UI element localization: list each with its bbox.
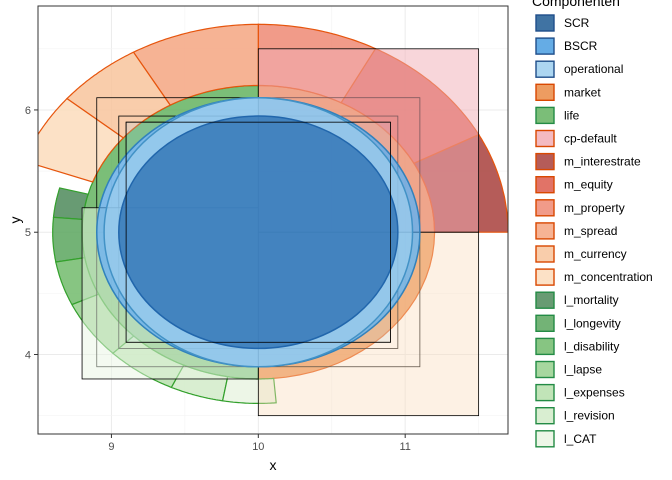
rectangle-scr-outline (125, 121, 391, 343)
chart-geoms (38, 23, 508, 417)
legend-label: cp-default (564, 132, 617, 146)
legend-label: l_CAT (564, 432, 597, 446)
legend-label: life (564, 108, 580, 122)
legend-label: m_property (564, 201, 625, 215)
y-tick-label: 4 (25, 350, 31, 362)
legend-key-SCR (535, 14, 555, 32)
y-axis-title: y (7, 217, 23, 224)
legend-key-l_disability (535, 337, 555, 356)
legend-key-cp-default (535, 129, 555, 148)
legend-key-BSCR (535, 37, 555, 55)
legend-label: l_revision (564, 409, 615, 423)
legend-label: l_longevity (564, 316, 621, 330)
legend-label: m_currency (564, 247, 627, 261)
legend-key-m_equity (535, 175, 555, 194)
legend-label: l_mortality (564, 293, 619, 307)
plot-panel-border (37, 5, 509, 435)
y-tick-label: 6 (25, 105, 31, 117)
sector-l_longevity (52, 216, 86, 263)
legend-key-life (535, 106, 555, 125)
legend-label: SCR (564, 16, 590, 30)
legend-key-operational (535, 60, 555, 78)
legend-label: l_disability (564, 339, 619, 353)
legend-key-l_mortality (535, 291, 555, 309)
legend-key-m_concentration (535, 268, 555, 286)
legend-label: m_spread (564, 224, 617, 238)
legend-label: m_concentration (564, 270, 653, 284)
legend-label: BSCR (564, 39, 598, 53)
x-tick-label: 9 (108, 441, 114, 453)
sector-m_concentration (38, 97, 125, 183)
legend: Componenten SCR BSCR operational market life… (532, 0, 653, 448)
legend-key-m_interestrate (535, 152, 555, 171)
legend-key-l_longevity (535, 314, 555, 332)
legend-key-l_CAT (535, 430, 555, 448)
legend-label: operational (564, 62, 623, 76)
x-tick-label: 11 (399, 441, 410, 453)
legend-key-m_spread (535, 222, 555, 240)
legend-key-m_property (535, 199, 555, 217)
legend-label: l_expenses (564, 386, 625, 400)
x-axis: 9 10 11 (108, 434, 411, 453)
y-tick-label: 5 (25, 227, 31, 239)
legend-key-m_currency (535, 245, 555, 263)
x-axis-title: x (270, 457, 277, 473)
legend-label: market (564, 85, 601, 99)
ellipse-SCR (118, 115, 399, 350)
legend-key-l_expenses (535, 383, 555, 402)
y-axis: 4 5 6 (25, 105, 38, 362)
legend-key-l_lapse (535, 360, 555, 379)
legend-key-market (535, 83, 555, 102)
legend-title: Componenten (532, 0, 620, 9)
legend-key-l_revision (535, 407, 555, 425)
x-tick-label: 10 (252, 441, 264, 453)
legend-label: m_interestrate (564, 155, 641, 169)
legend-label: m_equity (564, 178, 613, 192)
legend-label: l_lapse (564, 363, 602, 377)
